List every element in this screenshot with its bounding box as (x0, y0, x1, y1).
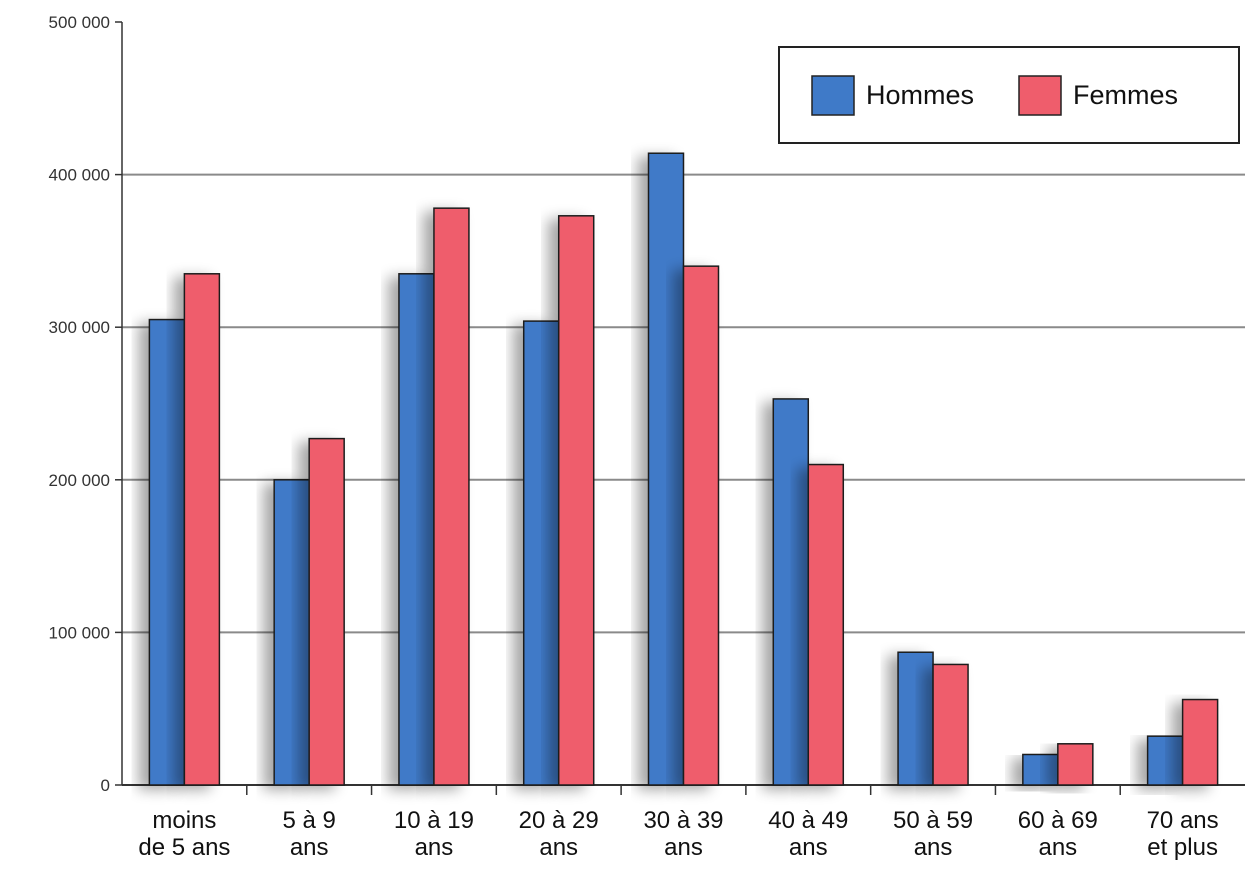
y-tick-label: 0 (101, 776, 110, 795)
legend-swatch-hommes (811, 75, 855, 116)
bar-femmes (183, 273, 221, 786)
bar-femmes (1181, 698, 1219, 786)
bar-hommes (398, 273, 435, 786)
bar-hommes (148, 318, 186, 786)
bar-hommes (522, 320, 560, 786)
x-tick-label: 70 ans et plus (1147, 807, 1219, 861)
legend-label-hommes: Hommes (866, 80, 974, 110)
x-tick-label: moins de 5 ans (138, 807, 230, 861)
legend-swatch-femmes (1018, 75, 1062, 116)
bar-femmes (557, 215, 595, 786)
bar-femmes (932, 663, 969, 786)
x-tick-label: 60 à 69 ans (1018, 807, 1098, 861)
x-tick-label: 40 à 49 ans (768, 807, 848, 861)
y-tick-label: 200 000 (49, 471, 110, 490)
bar-femmes (682, 265, 720, 786)
x-tick-label: 30 à 39 ans (643, 807, 723, 861)
x-tick-label: 10 à 19 ans (394, 807, 474, 861)
y-tick-label: 400 000 (49, 166, 110, 185)
bar-femmes (308, 437, 345, 786)
y-tick-label: 300 000 (49, 318, 110, 337)
bar-hommes (772, 398, 810, 786)
bar-hommes (897, 651, 934, 786)
x-tick-label: 50 à 59 ans (893, 807, 973, 861)
y-tick-label: 500 000 (49, 13, 110, 32)
bar-hommes (647, 152, 685, 786)
category-labels: moins de 5 ans 5 à 9 ans 10 à 19 ans 20 à 29 an… (138, 807, 1218, 861)
legend: Hommes Femmes (778, 46, 1240, 144)
bar-hommes (273, 479, 310, 786)
bar-femmes (1057, 743, 1094, 786)
legend-label-femmes: Femmes (1073, 80, 1178, 110)
bar-hommes (1146, 735, 1184, 786)
legend-box (778, 46, 1240, 144)
x-tick-label: 5 à 9 ans (282, 807, 335, 861)
y-tick-label: 100 000 (49, 623, 110, 642)
bars (148, 152, 1219, 786)
bar-hommes (1022, 753, 1059, 786)
x-tick-label: 20 à 29 ans (519, 807, 599, 861)
bar-femmes (433, 207, 470, 786)
bar-femmes (807, 463, 845, 786)
